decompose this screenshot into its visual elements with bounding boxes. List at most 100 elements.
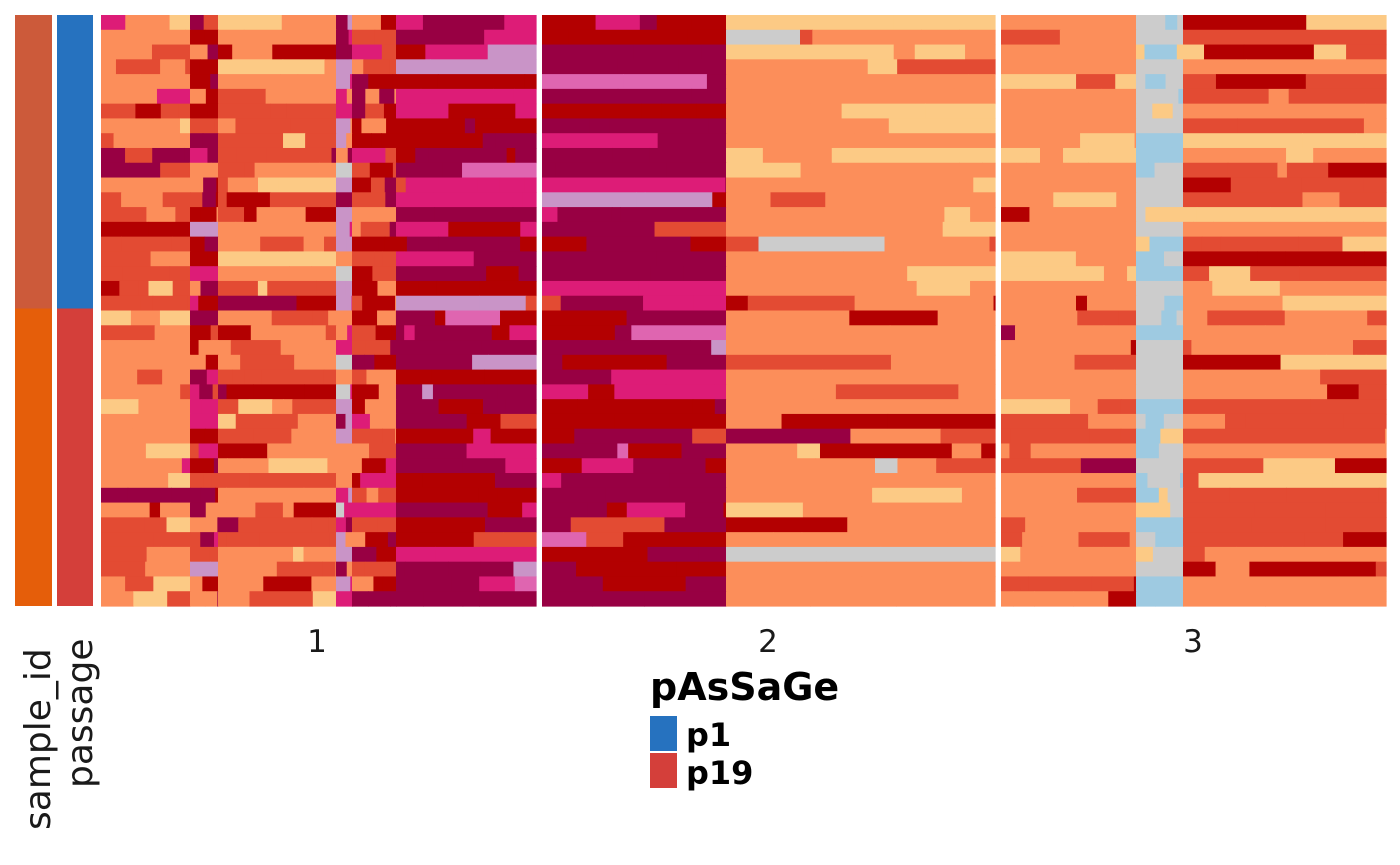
heatmap-cell (1154, 162, 1167, 179)
heatmap-cell (978, 399, 996, 415)
heatmap-cell (1183, 147, 1287, 164)
heatmap-cell (336, 236, 348, 253)
heatmap-cell (436, 280, 480, 297)
heatmap-cell (1019, 280, 1058, 297)
heatmap-cell (815, 458, 876, 474)
heatmap-cell (466, 413, 502, 430)
heatmap-cell (352, 221, 362, 238)
heatmap-cell (959, 29, 996, 46)
heatmap-cell (276, 561, 323, 578)
heatmap-cell (528, 221, 537, 238)
heatmap-cell (277, 251, 290, 267)
heatmap-cell (726, 487, 873, 504)
heatmap-cell (726, 576, 863, 592)
heatmap-cell (1326, 221, 1364, 238)
heatmap-cell (1237, 118, 1365, 134)
heatmap-cell (847, 88, 893, 105)
heatmap-cell (854, 133, 996, 149)
heatmap-cell (311, 517, 330, 533)
heatmap-cell (1136, 546, 1154, 563)
heatmap-cell (1352, 340, 1387, 356)
heatmap-cell (1001, 591, 1014, 607)
heatmap-cell (1136, 266, 1154, 282)
heatmap-cell (925, 103, 996, 120)
heatmap-cell (810, 591, 897, 607)
heatmap-cell (1250, 266, 1300, 282)
heatmap-cell (336, 133, 347, 149)
heatmap-cell (415, 147, 430, 164)
heatmap-cell (140, 295, 154, 312)
heatmap-cell (348, 487, 353, 504)
heatmap-cell (395, 428, 397, 445)
heatmap-cell (336, 413, 347, 430)
heatmap-cell (1076, 236, 1099, 253)
heatmap-cell (1183, 133, 1303, 149)
heatmap-cell (325, 443, 337, 459)
heatmap-cell (1243, 44, 1315, 60)
heatmap-cell (1183, 546, 1206, 563)
heatmap-cell (726, 162, 802, 179)
heatmap-cell (1339, 576, 1387, 592)
heatmap-cell (1182, 458, 1184, 474)
heatmap-cell (1264, 325, 1387, 341)
heatmap-cell (1001, 280, 1020, 297)
heatmap-cell (331, 147, 337, 164)
heatmap-cell (1183, 443, 1219, 459)
heatmap-cell (361, 118, 387, 134)
heatmap-cell (678, 59, 727, 75)
heatmap-cell (190, 44, 209, 60)
heatmap-cell (101, 546, 148, 563)
heatmap-cell (1023, 266, 1105, 282)
heatmap-cell (1001, 295, 1077, 312)
heatmap-cell (352, 251, 375, 267)
heatmap-cell (1040, 147, 1064, 164)
heatmap-cell (513, 561, 537, 578)
heatmap-cell (705, 458, 727, 474)
heatmap-cell (377, 310, 397, 326)
heatmap-cell (352, 236, 386, 253)
heatmap-cell (336, 591, 353, 607)
heatmap-cell (542, 413, 616, 430)
heatmap-cell (368, 74, 394, 90)
heatmap-cell (352, 576, 375, 592)
heatmap-cell (202, 133, 219, 149)
heatmap-cell (693, 295, 727, 312)
heatmap-cell (473, 428, 492, 445)
heatmap-cell (1155, 591, 1184, 607)
heatmap-cell (369, 443, 397, 459)
heatmap-cell (482, 399, 507, 415)
heatmap-cell (953, 88, 996, 105)
heatmap-cell (968, 502, 996, 518)
heatmap-cell (308, 340, 337, 356)
heatmap-cell (1026, 162, 1089, 179)
heatmap-cell (396, 251, 405, 267)
heatmap-cell (101, 192, 122, 208)
heatmap-cell (215, 192, 219, 208)
heatmap-cell (726, 413, 783, 430)
heatmap-cell (293, 502, 337, 518)
heatmap-cell (352, 325, 377, 341)
heatmap-cell (1024, 561, 1067, 578)
heatmap-cell (1089, 340, 1132, 356)
heatmap-cell (121, 236, 173, 253)
heatmap-cell (802, 502, 970, 518)
heatmap-cell (304, 384, 337, 400)
heatmap-cell (155, 177, 191, 193)
heatmap-cell (344, 502, 353, 518)
heatmap-cell (1088, 413, 1137, 430)
heatmap-cell (1016, 133, 1081, 149)
heatmap-cell (336, 458, 353, 474)
heatmap-cell (1136, 280, 1156, 297)
heatmap-cell (161, 546, 191, 563)
heatmap-cell (329, 532, 337, 548)
heatmap-cell (1343, 413, 1386, 430)
heatmap-cell (1074, 354, 1137, 371)
heatmap-cell (1076, 74, 1116, 90)
heatmap-cell (1246, 59, 1336, 75)
heatmap-cell (1326, 354, 1367, 371)
heatmap-cell (574, 428, 693, 445)
heatmap-cell (555, 162, 631, 179)
heatmap-cell (218, 428, 255, 445)
heatmap-cell (1384, 413, 1387, 430)
heatmap-cell (160, 340, 175, 356)
